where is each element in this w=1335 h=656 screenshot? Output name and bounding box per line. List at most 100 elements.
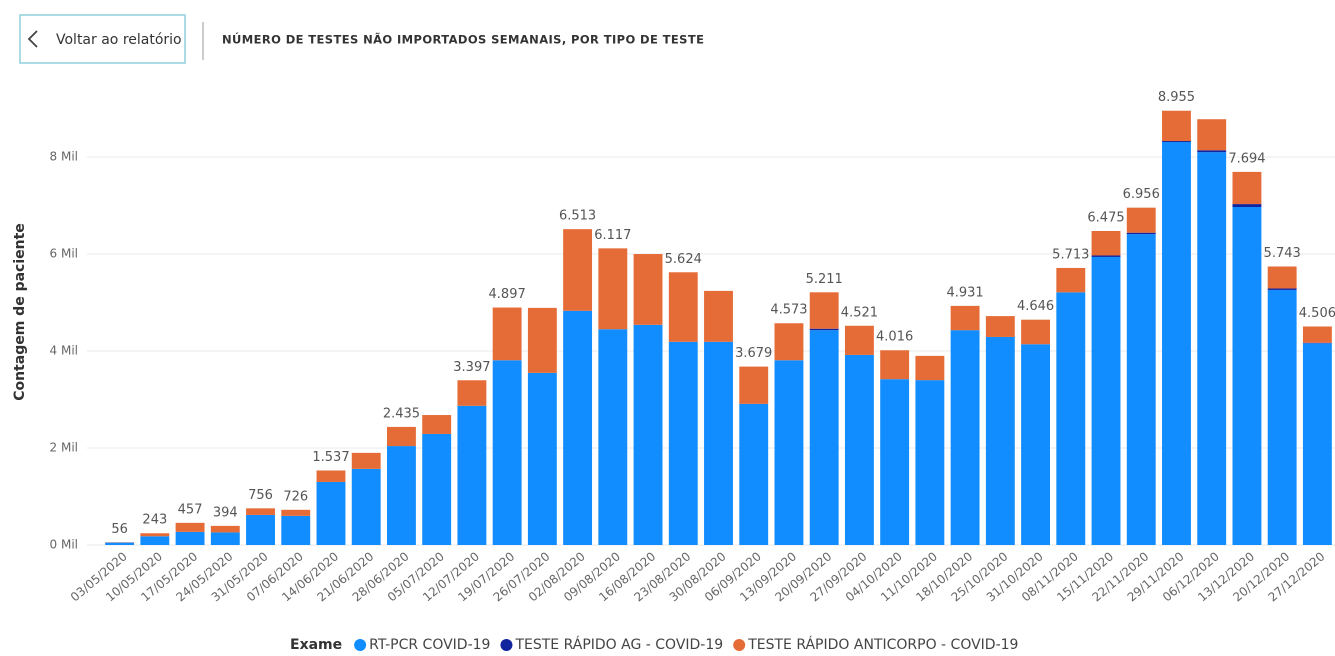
data-label: 4.506	[1299, 306, 1335, 321]
legend-swatch	[354, 639, 367, 651]
bar-segment	[105, 542, 135, 545]
bar-segment	[1021, 319, 1051, 345]
data-label: 3.397	[453, 360, 490, 375]
y-axis-title: Contagem de paciente	[12, 223, 28, 401]
data-label: 4.016	[876, 330, 913, 345]
bar-segment	[492, 307, 522, 361]
bar-segment	[210, 532, 240, 545]
bar-segment	[316, 470, 346, 482]
bar-segment	[1197, 119, 1227, 151]
legend-label: RT-PCR COVID-19	[369, 637, 490, 653]
bar-segment	[1056, 267, 1086, 293]
bar-segment	[175, 522, 205, 532]
bar-segment	[598, 329, 628, 545]
legend-swatch	[500, 639, 513, 651]
data-label: 6.513	[559, 209, 596, 224]
bar-segment	[880, 350, 910, 380]
data-label: 5.713	[1052, 247, 1089, 262]
bar-segment	[739, 366, 769, 404]
bar-segment	[704, 290, 733, 342]
back-button-frame[interactable]	[19, 14, 186, 64]
bar-segment	[809, 328, 839, 331]
bar-segment	[422, 415, 452, 434]
bar-segment	[1091, 230, 1121, 256]
bar-segment	[1091, 256, 1121, 545]
bar-segment	[985, 336, 1015, 545]
bar-segment	[1162, 110, 1191, 142]
bar-segment	[774, 323, 804, 361]
y-tick-label: 8 Mil	[50, 150, 78, 164]
bar-segment	[175, 531, 205, 545]
bar-segment	[1056, 292, 1086, 545]
bar-segment	[1091, 255, 1121, 257]
bar-segment	[1267, 289, 1297, 545]
data-label: 4.521	[841, 305, 878, 320]
bar-segment	[950, 305, 980, 331]
bar-segment	[246, 514, 275, 545]
bar-segment	[563, 310, 593, 545]
data-label: 243	[142, 513, 167, 528]
data-label: 4.646	[1017, 299, 1054, 314]
bar-segment	[1126, 234, 1156, 545]
legend-swatch	[733, 639, 746, 651]
data-label: 4.931	[946, 285, 983, 300]
bar-segment	[1197, 150, 1227, 153]
data-label: 457	[178, 502, 203, 517]
bar-segment	[633, 254, 663, 325]
bar-segment	[1267, 266, 1297, 289]
data-label: 2.435	[383, 406, 420, 421]
bar-segment	[950, 330, 980, 545]
legend-title: Exame	[290, 637, 342, 653]
data-label: 3.679	[735, 346, 772, 361]
bar-segment	[844, 325, 874, 355]
data-label: 5.211	[806, 272, 843, 287]
bar-segment	[386, 446, 416, 545]
bar-segment	[1232, 206, 1262, 545]
bar-segment	[1162, 141, 1191, 143]
bar-segment	[774, 360, 804, 545]
bar-segment	[1197, 152, 1227, 545]
data-label: 5.624	[665, 252, 702, 267]
data-label: 4.897	[489, 287, 526, 302]
back-arrow[interactable]	[27, 30, 38, 48]
data-label: 4.573	[770, 303, 807, 318]
data-label: 56	[111, 522, 128, 537]
bar-segment	[880, 379, 910, 545]
bar-segment	[386, 426, 416, 447]
bar-segment	[351, 468, 381, 545]
bar-segment	[140, 533, 170, 537]
bar-segment	[281, 509, 311, 516]
bar-segment	[527, 372, 557, 545]
bar-segment	[1302, 326, 1332, 343]
bar-segment	[844, 354, 874, 545]
bar-segment	[527, 307, 557, 373]
legend-label: TESTE RÁPIDO AG - COVID-19	[514, 636, 723, 653]
bar-segment	[351, 452, 381, 469]
data-label: 756	[248, 488, 273, 503]
bar-segment	[739, 403, 769, 545]
bar-segment	[1302, 343, 1332, 545]
bar-segment	[422, 433, 452, 545]
back-button-label[interactable]: Voltar ao relatório	[56, 32, 182, 48]
data-label: 7.694	[1228, 151, 1265, 166]
bar-segment	[1126, 207, 1156, 233]
data-label: 726	[283, 489, 308, 504]
bar-segment	[1162, 142, 1191, 545]
legend-label: TESTE RÁPIDO ANTICORPO - COVID-19	[747, 636, 1018, 653]
bar-segment	[915, 380, 945, 545]
bar-segment	[668, 341, 698, 545]
data-label: 6.956	[1123, 187, 1160, 202]
bar-segment	[457, 380, 487, 406]
y-tick-label: 6 Mil	[50, 247, 78, 261]
bar-segment	[492, 360, 522, 545]
bar-segment	[809, 292, 839, 329]
bar-segment	[598, 248, 628, 330]
data-label: 5.743	[1264, 246, 1301, 261]
bar-segment	[985, 316, 1015, 337]
back-button[interactable]: Voltar ao relatório	[19, 14, 186, 64]
data-label: 6.475	[1087, 210, 1124, 225]
bar-segment	[1267, 288, 1297, 290]
data-label: 1.537	[312, 450, 349, 465]
bar-segment	[140, 536, 170, 545]
